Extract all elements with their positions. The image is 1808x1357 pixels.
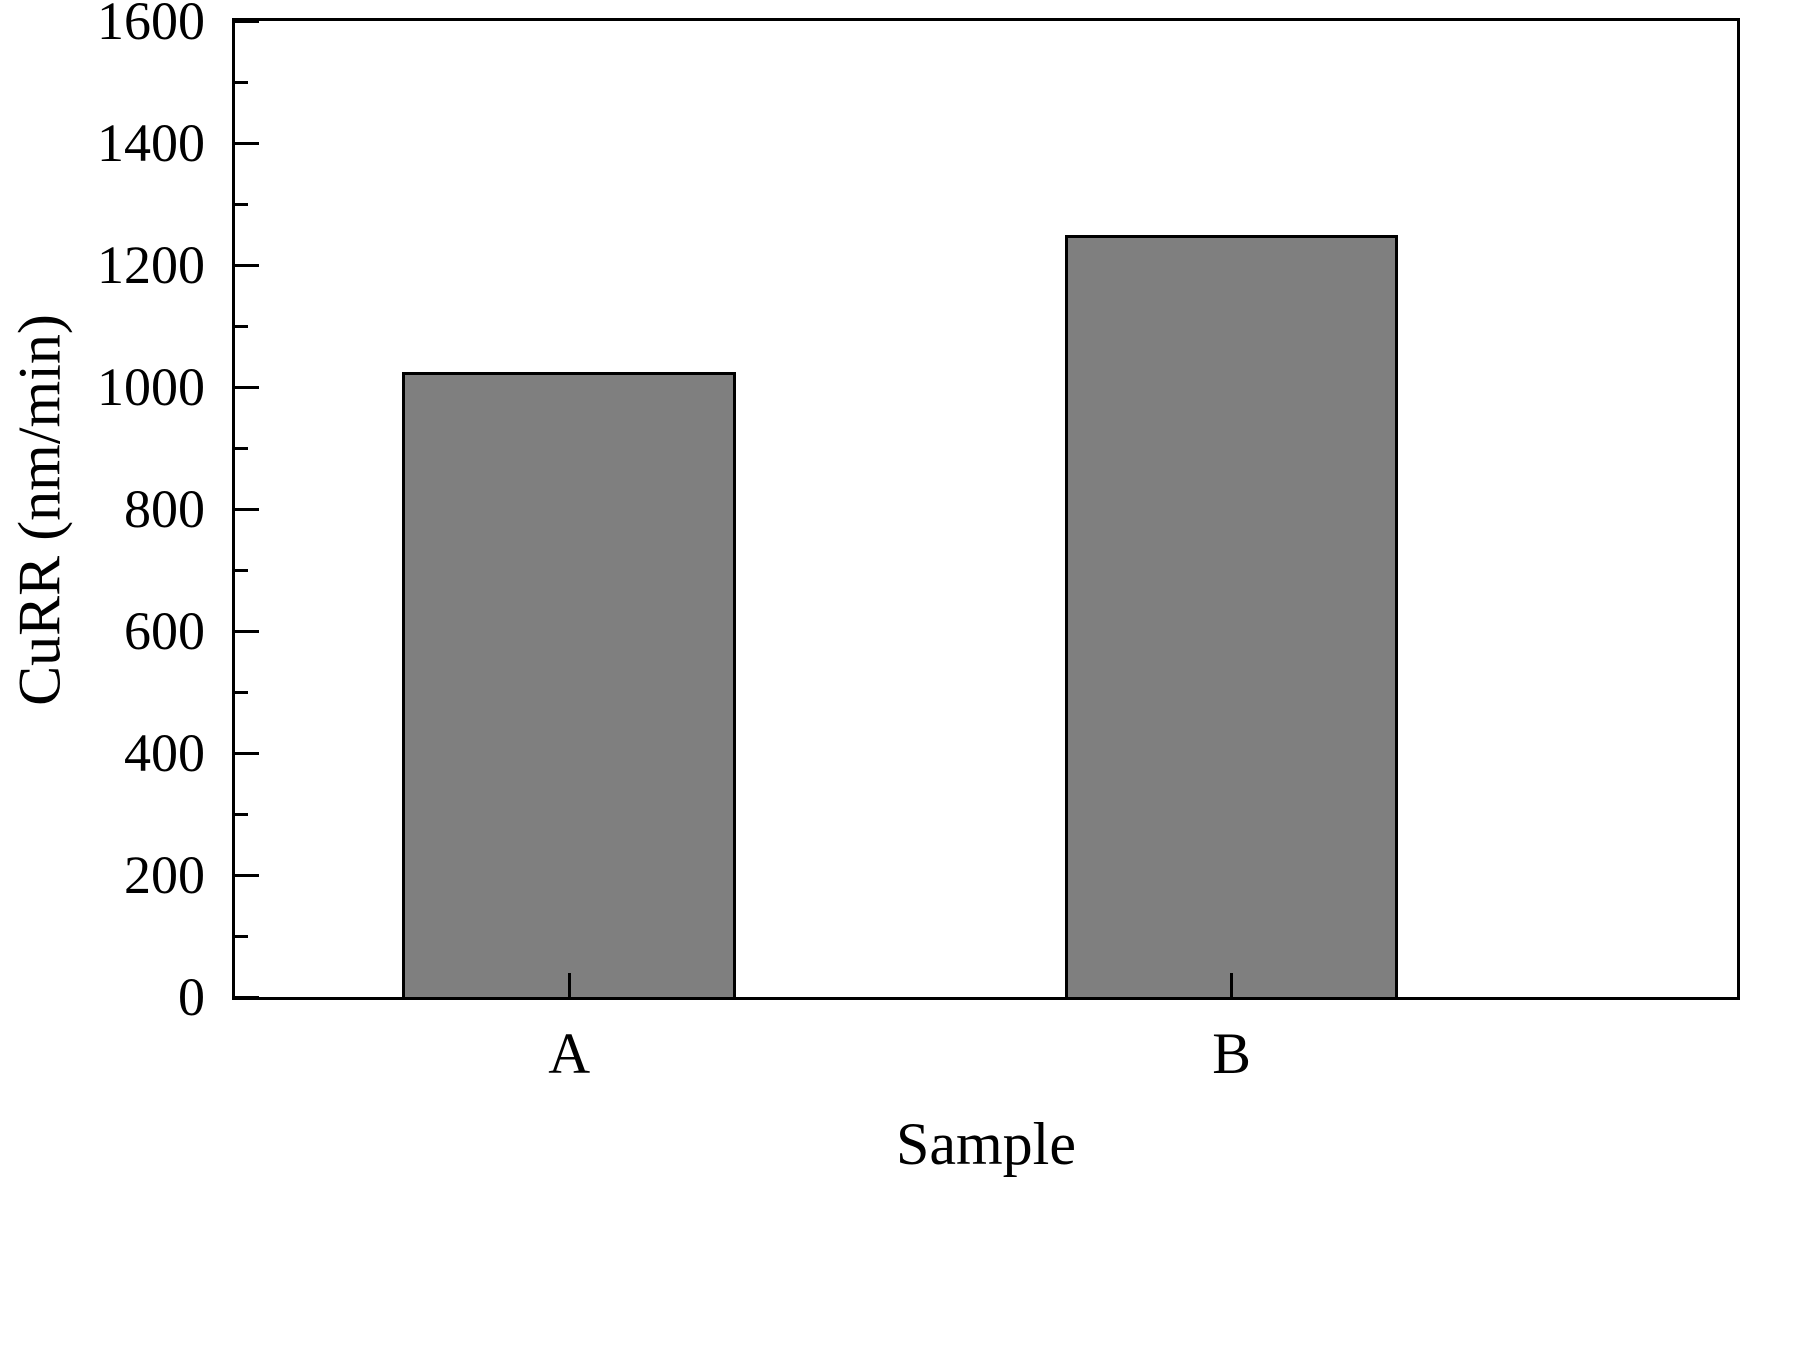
y-tick-label: 0 bbox=[178, 967, 205, 1027]
y-minor-tick bbox=[235, 202, 248, 206]
y-tick-label: 800 bbox=[124, 479, 205, 539]
plot-area bbox=[232, 18, 1740, 1000]
y-major-tick bbox=[235, 141, 259, 145]
x-major-tick bbox=[1230, 973, 1234, 997]
y-major-tick bbox=[235, 385, 259, 389]
y-major-tick bbox=[235, 263, 259, 267]
y-tick-label: 400 bbox=[124, 723, 205, 783]
y-tick-label: 1400 bbox=[97, 113, 205, 173]
y-minor-tick bbox=[235, 934, 248, 938]
y-major-tick bbox=[235, 751, 259, 755]
y-tick-label: 600 bbox=[124, 601, 205, 661]
y-minor-tick bbox=[235, 812, 248, 816]
y-major-tick bbox=[235, 507, 259, 511]
y-tick-label: 1600 bbox=[97, 0, 205, 51]
x-major-tick bbox=[567, 973, 571, 997]
y-minor-tick bbox=[235, 446, 248, 450]
x-axis-title: Sample bbox=[896, 1111, 1076, 1177]
y-tick-label: 200 bbox=[124, 845, 205, 905]
x-tick-label: B bbox=[1212, 1021, 1251, 1086]
x-tick-label: A bbox=[548, 1021, 591, 1086]
y-minor-tick bbox=[235, 568, 248, 572]
bar-A bbox=[402, 371, 736, 997]
y-major-tick bbox=[235, 995, 259, 999]
y-major-tick bbox=[235, 19, 259, 23]
y-tick-label: 1200 bbox=[97, 235, 205, 295]
y-tick-label: 1000 bbox=[97, 357, 205, 417]
y-minor-tick bbox=[235, 324, 248, 328]
y-minor-tick bbox=[235, 80, 248, 84]
y-major-tick bbox=[235, 873, 259, 877]
y-major-tick bbox=[235, 629, 259, 633]
bar-B bbox=[1064, 234, 1399, 997]
y-minor-tick bbox=[235, 690, 248, 694]
